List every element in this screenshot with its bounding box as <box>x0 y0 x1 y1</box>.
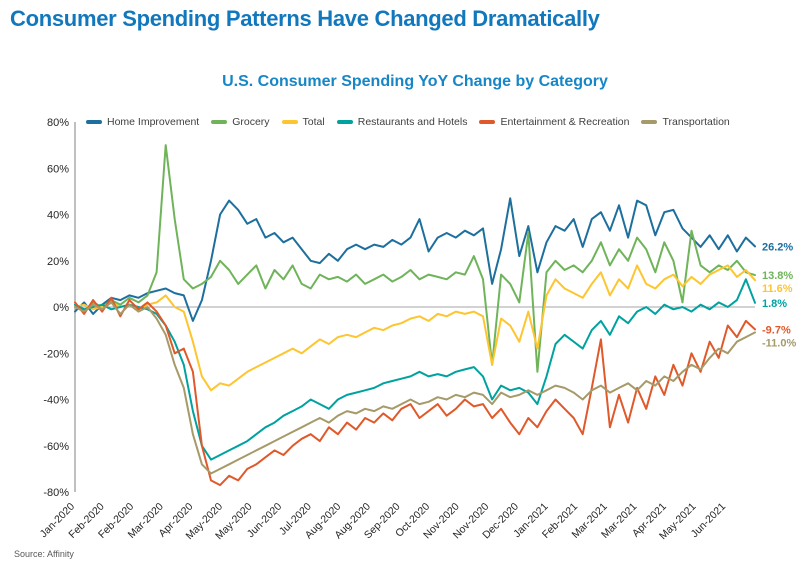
legend-label: Grocery <box>232 116 270 128</box>
y-axis-tick-label: -60% <box>43 441 69 453</box>
page-title: Consumer Spending Patterns Have Changed … <box>10 6 600 31</box>
legend-item-home-improvement: Home Improvement <box>86 116 199 128</box>
series-line-total <box>74 264 756 392</box>
legend-swatch-icon <box>86 120 102 124</box>
y-axis-tick-label: 60% <box>47 163 69 175</box>
legend-label: Total <box>302 116 325 128</box>
series-line-restaurants-and-hotels <box>74 278 756 461</box>
legend-item-restaurants-and-hotels: Restaurants and Hotels <box>336 116 468 128</box>
chart-legend: Home Improvement Grocery Total Restaurants … <box>86 116 730 128</box>
series-line-home-improvement <box>74 197 756 322</box>
source-note: Source: Affinity <box>14 549 74 559</box>
legend-label: Transportation <box>662 116 730 128</box>
series-end-label-home-improvement: 26.2% <box>762 241 793 253</box>
y-axis-tick-label: -80% <box>43 487 69 499</box>
series-end-label-restaurants-and-hotels: 1.8% <box>762 298 787 310</box>
series-end-label-entertainment-recreation: -9.7% <box>762 324 791 336</box>
chart-title: U.S. Consumer Spending YoY Change by Cat… <box>222 73 608 90</box>
legend-label: Restaurants and Hotels <box>357 116 468 128</box>
series-end-label-grocery: 13.8% <box>762 270 793 282</box>
legend-swatch-icon <box>336 120 353 124</box>
legend-item-entertainment-recreation: Entertainment & Recreation <box>479 116 629 128</box>
y-axis-tick-label: -40% <box>43 395 69 407</box>
legend-swatch-icon <box>211 120 228 124</box>
y-axis-tick-label: 0% <box>53 302 69 314</box>
y-axis-tick-label: 20% <box>47 256 69 268</box>
series-end-label-total: 11.6% <box>762 283 793 295</box>
legend-item-total: Total <box>281 116 325 128</box>
series-end-label-transportation: -11.0% <box>762 337 796 349</box>
series-line-grocery <box>74 144 756 373</box>
series-line-entertainment-recreation <box>74 296 756 487</box>
y-axis-tick-label: -20% <box>43 348 69 360</box>
legend-item-grocery: Grocery <box>211 116 270 128</box>
y-axis-tick-label: 40% <box>47 210 69 222</box>
legend-item-transportation: Transportation <box>641 116 730 128</box>
series-line-transportation <box>74 301 756 475</box>
legend-label: Home Improvement <box>107 116 200 128</box>
legend-swatch-icon <box>479 120 496 124</box>
legend-swatch-icon <box>281 120 298 124</box>
legend-label: Entertainment & Recreation <box>500 116 630 128</box>
y-axis-tick-label: 80% <box>47 117 69 129</box>
legend-swatch-icon <box>641 120 658 124</box>
